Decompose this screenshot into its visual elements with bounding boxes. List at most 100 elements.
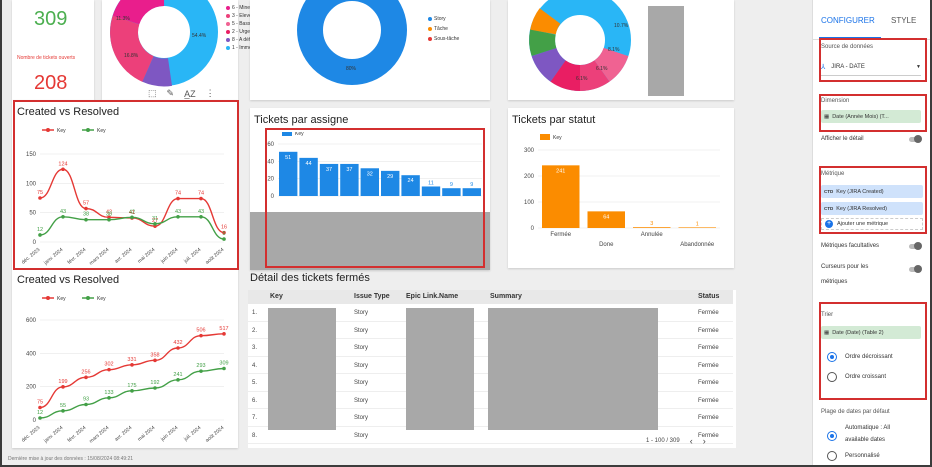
data-label: 42 (129, 209, 135, 215)
col-key[interactable]: Key (270, 293, 283, 300)
legend-item[interactable]: 2 - Urgente (226, 29, 257, 35)
legend-label: Sous-tâche (434, 36, 460, 42)
data-label: 256 (81, 369, 90, 375)
report-canvas: 309 Nombre de tickets ouverts 208 11.3% … (2, 0, 812, 465)
x-tick-label: mars 2024 (88, 425, 110, 445)
y-tick-label: 0 (531, 226, 535, 232)
x-tick-label: janv. 2024 (42, 425, 64, 445)
data-label: 38 (106, 212, 112, 218)
data-label: 43 (198, 209, 204, 215)
select-icon[interactable]: ⬚ (148, 88, 157, 98)
type-donut-card[interactable]: 80% Story Tâche Sous-tâche (250, 0, 490, 100)
legend-item[interactable]: 3 - Elevée (226, 13, 255, 19)
legend-label: Key (97, 296, 106, 302)
series-line (39, 367, 225, 419)
data-source-select[interactable]: ⅄ JIRA - DATE ▼ (821, 58, 921, 76)
cursors-toggle[interactable] (909, 265, 922, 273)
y-tick-label: 0 (33, 240, 37, 246)
status-cell: Fermée (698, 432, 719, 439)
row-number: 6. (252, 397, 258, 404)
issue-type-cell: Story (354, 345, 369, 351)
data-point (199, 214, 203, 219)
tickets-statut-card[interactable]: Tickets par statut Key 0 100 200 300 241 Fermé… (508, 108, 734, 268)
priority-slice-label-2: 54.4% (192, 33, 207, 39)
row-number: 1. (252, 310, 258, 316)
data-point (130, 363, 134, 367)
legend-item[interactable]: Sous-tâche (428, 36, 459, 42)
dimension-chip[interactable]: ▦ Date (Année Mois) (T... (821, 110, 921, 123)
bar (299, 157, 318, 196)
redacted-block (648, 6, 684, 96)
show-detail-toggle[interactable] (909, 135, 922, 143)
table-row[interactable]: 8. Story Fermée (248, 427, 733, 444)
kpi-card[interactable]: 309 Nombre de tickets ouverts 208 (12, 0, 94, 100)
bar (360, 168, 379, 196)
date-custom-radio[interactable] (827, 451, 837, 461)
bar-value-label: 9 (470, 182, 473, 188)
prev-page-icon[interactable]: ‹ (689, 436, 693, 446)
date-auto-label-2: available dates (845, 437, 886, 443)
col-epic[interactable]: Epic Link.Name (406, 293, 459, 300)
legend-item[interactable]: 8 - A définir (226, 37, 257, 43)
closed-tickets-card[interactable]: Détail des tickets fermés Key Issue Type… (246, 270, 736, 450)
legend-item[interactable]: 6 - Mineure (226, 5, 257, 11)
created-resolved-card-2[interactable]: Created vs Resolved Key Key 0 200 400 600 déc.… (12, 270, 238, 448)
priority-slice-label-1: 11.3% (116, 16, 130, 22)
date-custom-label: Personnalisé (845, 453, 880, 459)
sort-chip[interactable]: ▦ Date (Date) (Table 2) (821, 326, 921, 339)
col-issue-type[interactable]: Issue Type (354, 293, 390, 300)
next-page-icon[interactable]: › (702, 436, 706, 446)
sort-asc-radio[interactable] (827, 372, 837, 382)
col-summary[interactable]: Summary (490, 293, 522, 300)
metric-chip-created[interactable]: CTD Key (JIRA Created) (821, 185, 923, 198)
tickets-assigne-card[interactable]: Tickets par assigne Key 0 20 40 60 51 44 37 37 32… (250, 108, 490, 270)
optional-metrics-toggle[interactable] (909, 242, 922, 250)
data-point (61, 385, 65, 389)
pagination-range: 1 - 100 / 309 (646, 438, 680, 444)
data-label: 432 (173, 340, 182, 346)
created-resolved-line-chart-1: Key Key 0 50 100 150 déc. 2023 janv. 2024 févr. … (21, 128, 227, 267)
chart-title: Created vs Resolved (17, 274, 120, 286)
data-label: 43 (60, 209, 66, 215)
legend-item[interactable]: 1 - Immédiate (226, 45, 263, 51)
data-point (107, 367, 111, 372)
y-tick-label: 600 (26, 318, 37, 324)
sort-az-icon[interactable]: A̲Z (184, 88, 196, 99)
legend-item[interactable]: Tâche (428, 26, 448, 32)
sort-desc-radio[interactable] (827, 352, 837, 362)
data-point (130, 389, 134, 393)
x-tick-label: Done (599, 242, 614, 248)
section-title: Trier (821, 312, 834, 318)
col-status[interactable]: Status (698, 293, 720, 300)
data-label: 5 (222, 231, 225, 237)
tab-configure[interactable]: CONFIGURER (821, 16, 875, 25)
created-resolved-card-1[interactable]: Created vs Resolved Key Key 0 50 100 150 déc. … (12, 100, 238, 270)
tab-style[interactable]: STYLE (891, 16, 917, 25)
data-label: 133 (104, 390, 113, 396)
data-label: 293 (196, 363, 205, 369)
sort-asc-label: Ordre croissant (845, 374, 887, 380)
more-vert-icon[interactable]: ⋮ (205, 88, 215, 98)
kpi-closed-value: 208 (34, 72, 68, 94)
data-label: 43 (175, 209, 181, 215)
metric-chip-resolved[interactable]: CTD Key (JIRA Resolved) (821, 202, 923, 215)
legend-item[interactable]: Story (428, 16, 446, 22)
y-tick-label: 200 (524, 174, 535, 180)
priority-donut-card[interactable]: 11.3% 54.4% 16.8% 6 - Mineure 3 - Elevée 5… (102, 0, 263, 100)
data-point (153, 222, 157, 226)
bar-value-label: 37 (326, 167, 332, 173)
donut3-label-3: 6.1% (596, 66, 608, 72)
data-label: 302 (104, 362, 113, 368)
series-line (39, 333, 225, 409)
date-auto-radio[interactable] (827, 431, 837, 441)
multi-donut-card[interactable]: 10.7% 8.1% 6.1% 6.1% (508, 0, 734, 100)
sort-desc-label: Ordre décroissant (845, 354, 893, 360)
legend-item[interactable]: 5 - Basse (226, 21, 253, 27)
data-label: 27 (152, 218, 158, 224)
data-label: 74 (175, 191, 181, 197)
legend-label: 5 - Basse (232, 21, 254, 27)
legend-dot (226, 30, 230, 34)
bar-value-label: 29 (387, 174, 393, 180)
edit-icon[interactable]: ✎ (166, 88, 175, 98)
add-metric-button[interactable]: + Ajouter une métrique (821, 218, 923, 230)
